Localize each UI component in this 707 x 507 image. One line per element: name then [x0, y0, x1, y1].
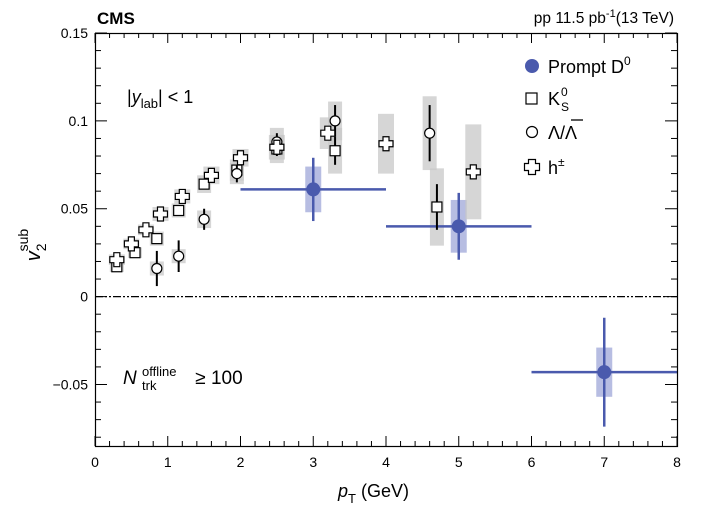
lambda-point [231, 167, 243, 180]
hadron-point [138, 222, 154, 238]
legend-marker-d0 [525, 59, 539, 73]
x-tick-label: 2 [237, 454, 245, 470]
lambda-point [151, 262, 163, 275]
legend-marker-k0s [525, 92, 538, 105]
d0-point [451, 219, 466, 234]
lambda-point [173, 250, 185, 262]
hadron-point [320, 125, 336, 141]
x-tick-label: 1 [164, 454, 172, 470]
hadron-point [203, 167, 219, 183]
marker-layer [109, 105, 677, 427]
legend-entry-d0: Prompt D0 [525, 54, 631, 77]
legend-marker-h [523, 158, 541, 176]
legend-entry-lambda: Λ/Λ [525, 119, 583, 143]
hadron-point [465, 164, 481, 180]
x-axis-title: pT (GeV) [337, 481, 409, 506]
legend: Prompt D0 K0 S Λ/Λ h± [523, 54, 631, 178]
k0s-point [198, 178, 210, 190]
lambda-point [329, 115, 341, 127]
d0-point [597, 365, 612, 380]
hadron-point [269, 139, 285, 155]
k0s-point [151, 233, 163, 245]
k0s-point [173, 204, 185, 217]
legend-label-lambda: Λ/Λ [548, 123, 577, 143]
y-tick-label: 0.05 [61, 201, 88, 217]
y-tick-label: 0 [80, 289, 88, 305]
syst-layer [108, 96, 613, 397]
legend-entry-h: h± [523, 155, 565, 178]
d0-point [306, 182, 321, 197]
x-tick-label: 8 [673, 454, 681, 470]
y-tick-label: 0.15 [61, 25, 88, 41]
hadron-point [378, 136, 394, 152]
k0s-point [129, 247, 141, 259]
dataset-label: pp 11.5 pb-1(13 TeV) [534, 8, 674, 27]
legend-label-h: h± [548, 155, 565, 178]
hadron-point [232, 150, 249, 166]
x-tick-label: 0 [91, 454, 99, 470]
x-tick-label: 5 [455, 454, 463, 470]
y-tick-label: −0.05 [53, 376, 89, 392]
y-axis-title: v2sub [15, 229, 49, 262]
rapidity-annotation: |ylab| < 1 [127, 87, 193, 111]
lambda-point [424, 127, 436, 139]
x-tick-label: 3 [309, 454, 317, 470]
x-tick-label: 6 [528, 454, 536, 470]
k0s-point [431, 201, 443, 213]
axes-layer: 0 1 2 3 4 5 6 7 8 −0.05 0 0.05 0.1 0.15 [53, 25, 682, 470]
legend-label-d0: Prompt D0 [548, 54, 631, 77]
hadron-point [109, 252, 125, 268]
hadron-point [123, 236, 139, 252]
k0s-point [329, 145, 341, 157]
lambda-point [198, 213, 210, 225]
hadron-point [152, 206, 169, 222]
y-tick-label: 0.1 [69, 113, 89, 129]
legend-label-k0s: K0 S [548, 85, 569, 114]
legend-entry-k0s: K0 S [525, 85, 569, 114]
hadron-point [174, 188, 190, 205]
experiment-label: CMS [97, 9, 135, 28]
x-tick-label: 7 [600, 454, 608, 470]
x-tick-label: 4 [382, 454, 390, 470]
legend-marker-lambda [525, 125, 539, 139]
